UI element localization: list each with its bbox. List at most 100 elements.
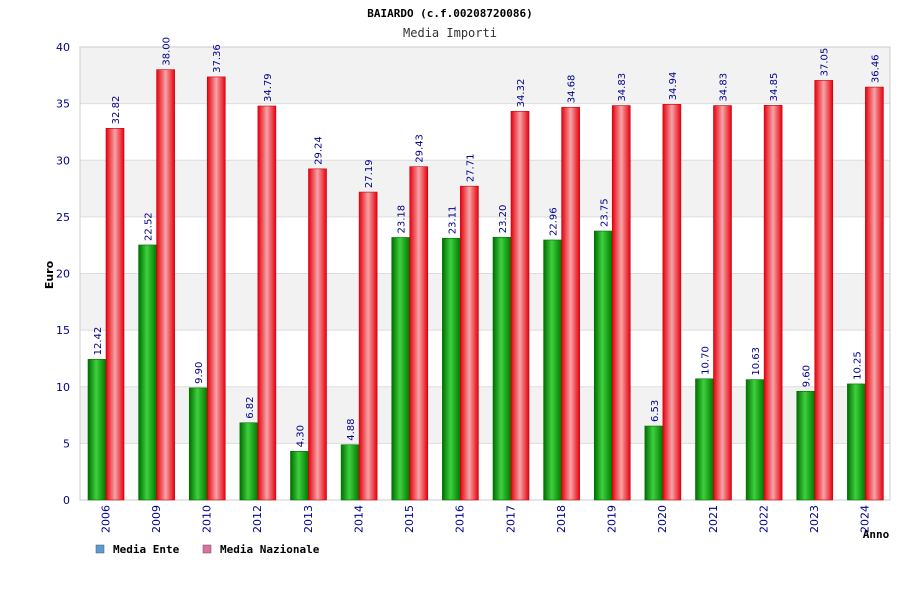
x-tick-label: 2017 [504, 505, 517, 533]
x-tick-label: 2020 [656, 505, 669, 533]
legend-swatch-media-nazionale [202, 544, 212, 554]
x-tick-label: 2024 [859, 505, 872, 533]
y-tick-label: 10 [56, 381, 70, 394]
x-tick-label: 2010 [201, 505, 214, 533]
data-label: 34.83 [719, 73, 730, 102]
data-label: 36.46 [870, 54, 881, 83]
chart-title: BAIARDO (c.f.00208720086) [367, 7, 533, 20]
x-tick-label: 2009 [150, 505, 163, 533]
bar-media-ente [239, 422, 259, 501]
bar-media-nazionale [814, 80, 834, 501]
bar-media-nazionale [510, 111, 530, 501]
y-axis-title: Euro [43, 260, 56, 289]
data-label: 10.70 [701, 346, 712, 375]
y-tick-label: 30 [56, 154, 70, 167]
bar-media-ente [695, 378, 714, 501]
data-label: 9.90 [194, 362, 205, 384]
data-label: 23.75 [599, 198, 610, 227]
legend-swatch-media-ente [95, 544, 105, 554]
y-tick-label: 35 [56, 98, 70, 111]
bar-media-ente [492, 236, 512, 501]
x-tick-label: 2013 [302, 505, 315, 533]
data-label: 34.83 [617, 73, 628, 102]
x-tick-label: 2006 [99, 505, 112, 533]
data-label: 34.79 [263, 73, 274, 102]
y-tick-label: 5 [63, 437, 70, 450]
x-tick-label: 2016 [454, 505, 467, 533]
bar-media-ente [593, 230, 613, 501]
bar-media-ente [796, 390, 816, 501]
data-label: 23.11 [447, 206, 458, 235]
data-label: 23.20 [498, 205, 509, 234]
bar-media-ente [745, 379, 765, 501]
data-label: 12.42 [93, 327, 104, 356]
data-label: 22.96 [549, 207, 560, 236]
bar-media-ente [543, 239, 562, 501]
data-label: 32.82 [111, 96, 122, 125]
data-label: 34.68 [567, 75, 578, 104]
data-label: 10.25 [852, 351, 863, 380]
data-label: 9.60 [802, 365, 813, 387]
x-tick-label: 2023 [808, 505, 821, 533]
bar-media-ente [340, 444, 360, 501]
bar-media-nazionale [662, 104, 682, 501]
bar-media-nazionale [409, 166, 429, 501]
data-label: 4.88 [346, 418, 357, 440]
data-label: 38.00 [162, 37, 173, 66]
x-tick-label: 2018 [555, 505, 568, 533]
bar-media-nazionale [206, 76, 226, 501]
legend: Media Ente Media Nazionale [95, 543, 320, 556]
plot-area [79, 46, 891, 501]
y-tick-label: 40 [56, 41, 70, 54]
bar-media-ente [188, 387, 208, 501]
data-label: 37.05 [820, 48, 831, 77]
x-tick-label: 2022 [757, 505, 770, 533]
bar-media-nazionale [865, 86, 884, 501]
data-label: 27.19 [364, 159, 375, 188]
bar-media-nazionale [105, 128, 125, 501]
data-label: 4.30 [296, 425, 307, 447]
data-label: 29.24 [314, 136, 325, 165]
bar-media-nazionale [156, 69, 175, 501]
bar-media-ente [138, 244, 157, 501]
legend-label-media-ente: Media Ente [113, 543, 180, 556]
bar-media-nazionale [308, 168, 327, 501]
bar-media-ente [644, 425, 664, 501]
y-tick-label: 25 [56, 211, 70, 224]
x-tick-label: 2014 [352, 505, 365, 533]
chart-subtitle: Media Importi [403, 26, 497, 40]
data-label: 22.52 [144, 212, 155, 241]
x-tick-label: 2019 [606, 505, 619, 533]
x-tick-label: 2021 [707, 505, 720, 533]
bar-media-ente [391, 237, 411, 501]
bar-media-nazionale [460, 185, 479, 501]
data-label: 34.32 [516, 79, 527, 108]
bar-media-nazionale [713, 105, 732, 501]
x-axis-title: Anno [863, 528, 890, 541]
bar-media-nazionale [763, 105, 783, 501]
data-label: 10.63 [751, 347, 762, 376]
data-label: 34.85 [769, 73, 780, 102]
data-label: 6.82 [245, 396, 256, 418]
x-tick-label: 2012 [251, 505, 264, 533]
bar-media-nazionale [561, 106, 580, 501]
bar-media-ente [442, 237, 461, 501]
bar-media-nazionale [257, 105, 277, 501]
bar-media-nazionale [358, 191, 378, 501]
x-tick-label: 2015 [403, 505, 416, 533]
data-label: 37.36 [212, 44, 223, 73]
data-label: 6.53 [650, 400, 661, 422]
bar-media-nazionale [611, 105, 631, 501]
data-label: 34.94 [668, 72, 679, 101]
bar-media-ente [290, 451, 309, 501]
legend-label-media-nazionale: Media Nazionale [220, 543, 320, 556]
data-label: 23.18 [397, 205, 408, 234]
data-label: 27.71 [465, 154, 476, 183]
y-tick-label: 0 [63, 494, 70, 507]
y-tick-label: 15 [56, 324, 70, 337]
bar-media-ente [87, 359, 107, 501]
y-tick-label: 20 [56, 268, 70, 281]
bar-media-ente [847, 383, 866, 501]
data-label: 29.43 [415, 134, 426, 163]
